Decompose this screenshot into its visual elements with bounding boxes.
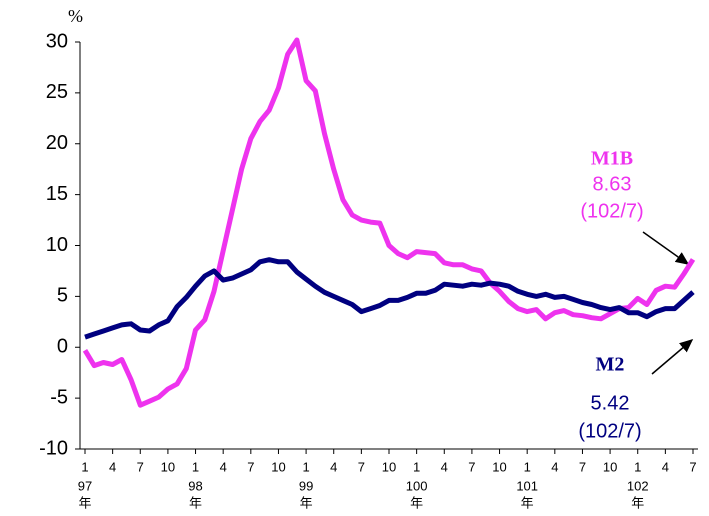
x-tick-label: 4 — [109, 459, 116, 474]
x-tick-label: 10 — [492, 459, 506, 474]
y-tick-label: 10 — [46, 234, 68, 256]
year-label: 101 — [516, 478, 538, 493]
annotation: (102/7) — [580, 200, 643, 222]
line-series — [84, 257, 695, 340]
x-tick-label: 7 — [358, 459, 365, 474]
x-tick-label: 4 — [220, 459, 227, 474]
x-tick-label: 10 — [603, 459, 617, 474]
x-tick-label: 1 — [81, 459, 88, 474]
x-tick-label: 4 — [551, 459, 558, 474]
x-tick-label: 1 — [524, 459, 531, 474]
x-tick-label: 1 — [634, 459, 641, 474]
year-label: 97 — [78, 478, 92, 493]
x-tick-label: 7 — [689, 459, 696, 474]
y-tick-label: 25 — [46, 81, 68, 103]
x-tick-label: 4 — [330, 459, 337, 474]
y-axis-label: % — [68, 6, 83, 26]
annotation: (102/7) — [578, 420, 641, 442]
year-label: 98 — [188, 478, 202, 493]
y-tick-label: 20 — [46, 132, 68, 154]
y-tick-label: 15 — [46, 183, 68, 205]
year-suffix: 年 — [78, 495, 91, 510]
x-tick-label: 10 — [382, 459, 396, 474]
series-label: M1B — [591, 148, 633, 170]
year-label: 100 — [406, 478, 428, 493]
x-tick-label: 10 — [161, 459, 175, 474]
x-tick-label: 4 — [662, 459, 669, 474]
y-tick-label: -10 — [39, 437, 68, 459]
x-tick-label: 7 — [468, 459, 475, 474]
y-tick-label: 30 — [46, 30, 68, 52]
value-label: 5.42 — [591, 392, 630, 414]
annotation-arrow — [651, 339, 694, 375]
y-tick-label: -5 — [50, 386, 68, 408]
x-tick-label: 10 — [271, 459, 285, 474]
x-tick-label: 7 — [579, 459, 586, 474]
x-tick-label: 1 — [192, 459, 199, 474]
year-suffix: 年 — [410, 495, 423, 510]
year-suffix: 年 — [300, 495, 313, 510]
line-series — [82, 37, 696, 408]
y-tick-label: 0 — [57, 336, 68, 358]
x-tick-label: 7 — [137, 459, 144, 474]
year-suffix: 年 — [631, 495, 644, 510]
year-suffix: 年 — [521, 495, 534, 510]
annotation-arrow — [642, 231, 690, 265]
year-suffix: 年 — [189, 495, 202, 510]
year-label: 99 — [299, 478, 313, 493]
x-tick-label: 4 — [441, 459, 448, 474]
y-tick-label: 5 — [57, 285, 68, 307]
x-tick-label: 7 — [247, 459, 254, 474]
value-label: 8.63 — [593, 173, 632, 195]
x-tick-label: 1 — [302, 459, 309, 474]
x-tick-label: 1 — [413, 459, 420, 474]
series-label: M2 — [596, 354, 625, 376]
year-label: 102 — [627, 478, 649, 493]
